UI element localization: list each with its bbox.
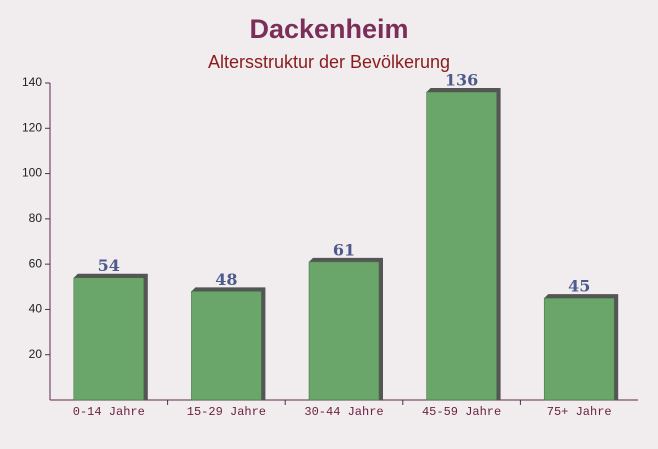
chart-subtitle: Altersstruktur der Bevölkerung [208, 52, 450, 72]
value-label: 61 [333, 240, 355, 259]
x-tick-label: 15-29 Jahre [187, 405, 266, 419]
x-tick-label: 45-59 Jahre [422, 405, 501, 419]
value-label: 54 [98, 256, 120, 275]
y-tick-label: 80 [29, 211, 43, 225]
bar [543, 297, 615, 401]
value-label: 48 [215, 270, 237, 289]
chart-title: Dackenheim [249, 14, 408, 44]
bar [426, 91, 497, 401]
x-tick-label: 30-44 Jahre [304, 405, 383, 419]
y-tick-label: 40 [29, 302, 43, 316]
x-tick-label: 0-14 Jahre [73, 405, 145, 419]
y-tick-label: 100 [22, 166, 42, 180]
bar [308, 261, 380, 401]
y-tick-label: 60 [29, 256, 43, 270]
y-tick-label: 140 [22, 75, 42, 89]
value-label: 45 [568, 277, 590, 296]
value-label: 136 [445, 71, 478, 90]
y-tick-label: 120 [22, 120, 42, 134]
y-tick-label: 20 [29, 347, 43, 361]
bar [73, 277, 145, 401]
bar [191, 291, 262, 401]
x-tick-label: 75+ Jahre [547, 405, 612, 419]
